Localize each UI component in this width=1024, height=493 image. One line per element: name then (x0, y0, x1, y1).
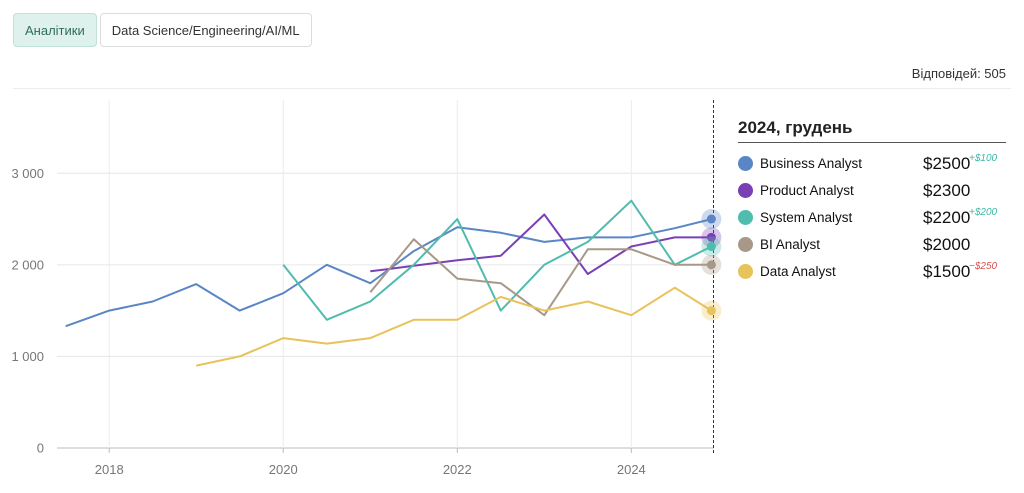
legend-dot-icon (738, 156, 753, 171)
legend-series-value: $2500 (923, 153, 971, 173)
legend-dot-icon (738, 210, 753, 225)
legend-dot-icon (738, 183, 753, 198)
x-tick-label: 2022 (443, 462, 472, 477)
legend-row-bi-analyst: BI Analyst $2000 (738, 231, 1006, 258)
legend-row-data-analyst: Data Analyst $1500 −$250 (738, 258, 1006, 285)
tab-data-science[interactable]: Data Science/Engineering/AI/ML (99, 13, 312, 47)
tooltip-panel: 2024, грудень Business Analyst $2500 +$100… (738, 118, 1006, 285)
tab-bar: Аналітики Data Science/Engineering/AI/ML (13, 13, 312, 47)
point-data-analyst (706, 306, 716, 316)
y-tick-label: 0 (37, 441, 44, 456)
series-line-product-analyst (370, 213, 712, 275)
legend-row-business-analyst: Business Analyst $2500 +$100 (738, 150, 1006, 177)
legend-series-value: $2300 (923, 180, 971, 200)
x-tick-label: 2018 (95, 462, 124, 477)
legend-series-name: BI Analyst (760, 237, 821, 252)
y-tick-label: 1 000 (11, 349, 44, 364)
legend-series-delta: +$200 (969, 207, 998, 218)
point-business-analyst (706, 214, 716, 224)
tooltip-date: 2024, грудень (738, 118, 1006, 143)
legend-series-name: Data Analyst (760, 264, 836, 279)
legend-row-product-analyst: Product Analyst $2300 (738, 177, 1006, 204)
series-line-data-analyst (195, 286, 712, 367)
y-tick-label: 3 000 (11, 166, 44, 181)
legend-row-system-analyst: System Analyst $2200 +$200 (738, 204, 1006, 231)
x-tick-label: 2024 (617, 462, 646, 477)
y-tick-label: 2 000 (11, 257, 44, 272)
series-line-bi-analyst (369, 238, 712, 317)
legend-dot-icon (738, 264, 753, 279)
legend-series-name: Product Analyst (760, 183, 854, 198)
point-bi-analyst (706, 260, 716, 270)
legend-series-value: $2000 (923, 234, 971, 254)
legend-series-name: Business Analyst (760, 156, 863, 171)
legend-series-delta: +$100 (969, 153, 998, 164)
legend-series-value: $1500 (923, 261, 971, 281)
point-system-analyst (706, 242, 716, 252)
series-line-system-analyst (282, 199, 712, 321)
legend-series-delta: −$250 (969, 261, 998, 272)
legend-dot-icon (738, 237, 753, 252)
x-tick-label: 2020 (269, 462, 298, 477)
legend-series-name: System Analyst (760, 210, 853, 225)
legend-series-value: $2200 (923, 207, 971, 227)
responses-count: Відповідей: 505 (911, 66, 1006, 81)
point-product-analyst (706, 232, 716, 242)
divider (13, 88, 1011, 89)
tab-analysts[interactable]: Аналітики (13, 13, 97, 47)
